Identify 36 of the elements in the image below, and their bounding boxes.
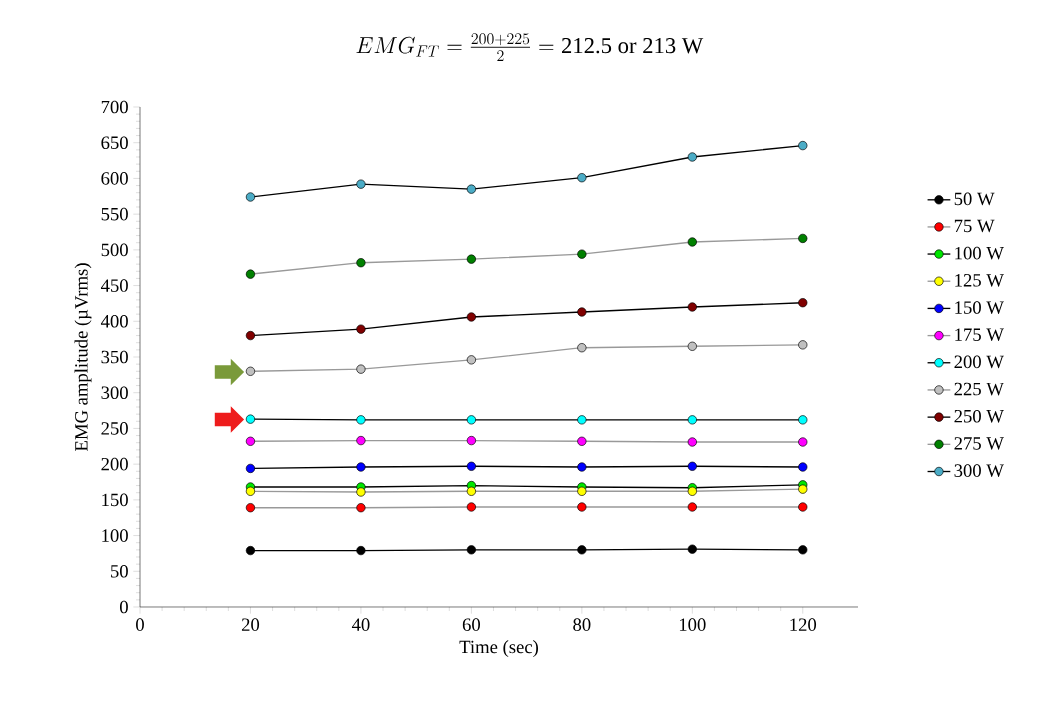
y-tick-label: 400: [100, 314, 128, 328]
x-tick-label: 80: [573, 618, 591, 631]
legend-label: 150 W: [955, 301, 1004, 314]
y-tick-label: 300: [101, 386, 128, 400]
x-tick-label: 0: [136, 618, 144, 631]
y-tick-label: 650: [101, 136, 128, 150]
y-tick-label: 450: [100, 279, 128, 292]
y-tick-label: 100: [102, 529, 128, 542]
x-tick-label: 120: [790, 618, 817, 631]
y-tick-label: 700: [101, 100, 128, 114]
x-axis-title: Time (sec): [459, 640, 539, 658]
legend-label: 175 W: [955, 328, 1004, 342]
y-tick-label: 600: [101, 172, 128, 185]
legend-label: 75 W: [954, 219, 995, 233]
legend-label: 125 W: [955, 274, 1004, 287]
legend-label: 275 W: [954, 437, 1004, 450]
y-tick-label: 500: [101, 243, 128, 257]
legend-label: 100 W: [955, 246, 1004, 260]
legend-label: 300 W: [954, 464, 1004, 478]
legend-label: 225 W: [954, 382, 1004, 396]
x-tick-label: 100: [679, 618, 706, 631]
legend-label: 50 W: [954, 192, 995, 206]
y-tick-label: 0: [120, 600, 128, 614]
y-tick-label: 150: [102, 493, 128, 507]
y-axis-title: EMG amplitude (µVrms): [74, 263, 92, 451]
y-tick-label: 350: [101, 350, 128, 364]
y-tick-label: 550: [101, 207, 128, 221]
legend-label: 200 W: [954, 355, 1004, 369]
x-tick-label: 20: [241, 618, 260, 631]
y-tick-label: 250: [101, 422, 128, 435]
legend-label: 250 W: [954, 409, 1004, 423]
x-tick-label: 60: [462, 618, 481, 631]
chart-title: $EMG_{FT} = \frac{200+225}{2} = \text{212.5 or 213 W}$: [356, 33, 704, 61]
y-tick-label: 200: [101, 457, 128, 471]
x-tick-label: 40: [351, 618, 370, 631]
y-tick-label: 50: [111, 564, 128, 578]
